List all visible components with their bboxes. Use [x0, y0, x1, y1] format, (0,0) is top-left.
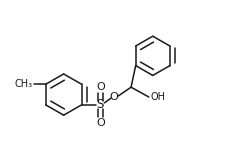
Text: O: O — [96, 82, 105, 92]
Text: CH₃: CH₃ — [15, 79, 33, 89]
Text: O: O — [96, 118, 105, 127]
Text: S: S — [97, 98, 104, 111]
Text: OH: OH — [151, 92, 166, 102]
Text: O: O — [110, 92, 119, 102]
